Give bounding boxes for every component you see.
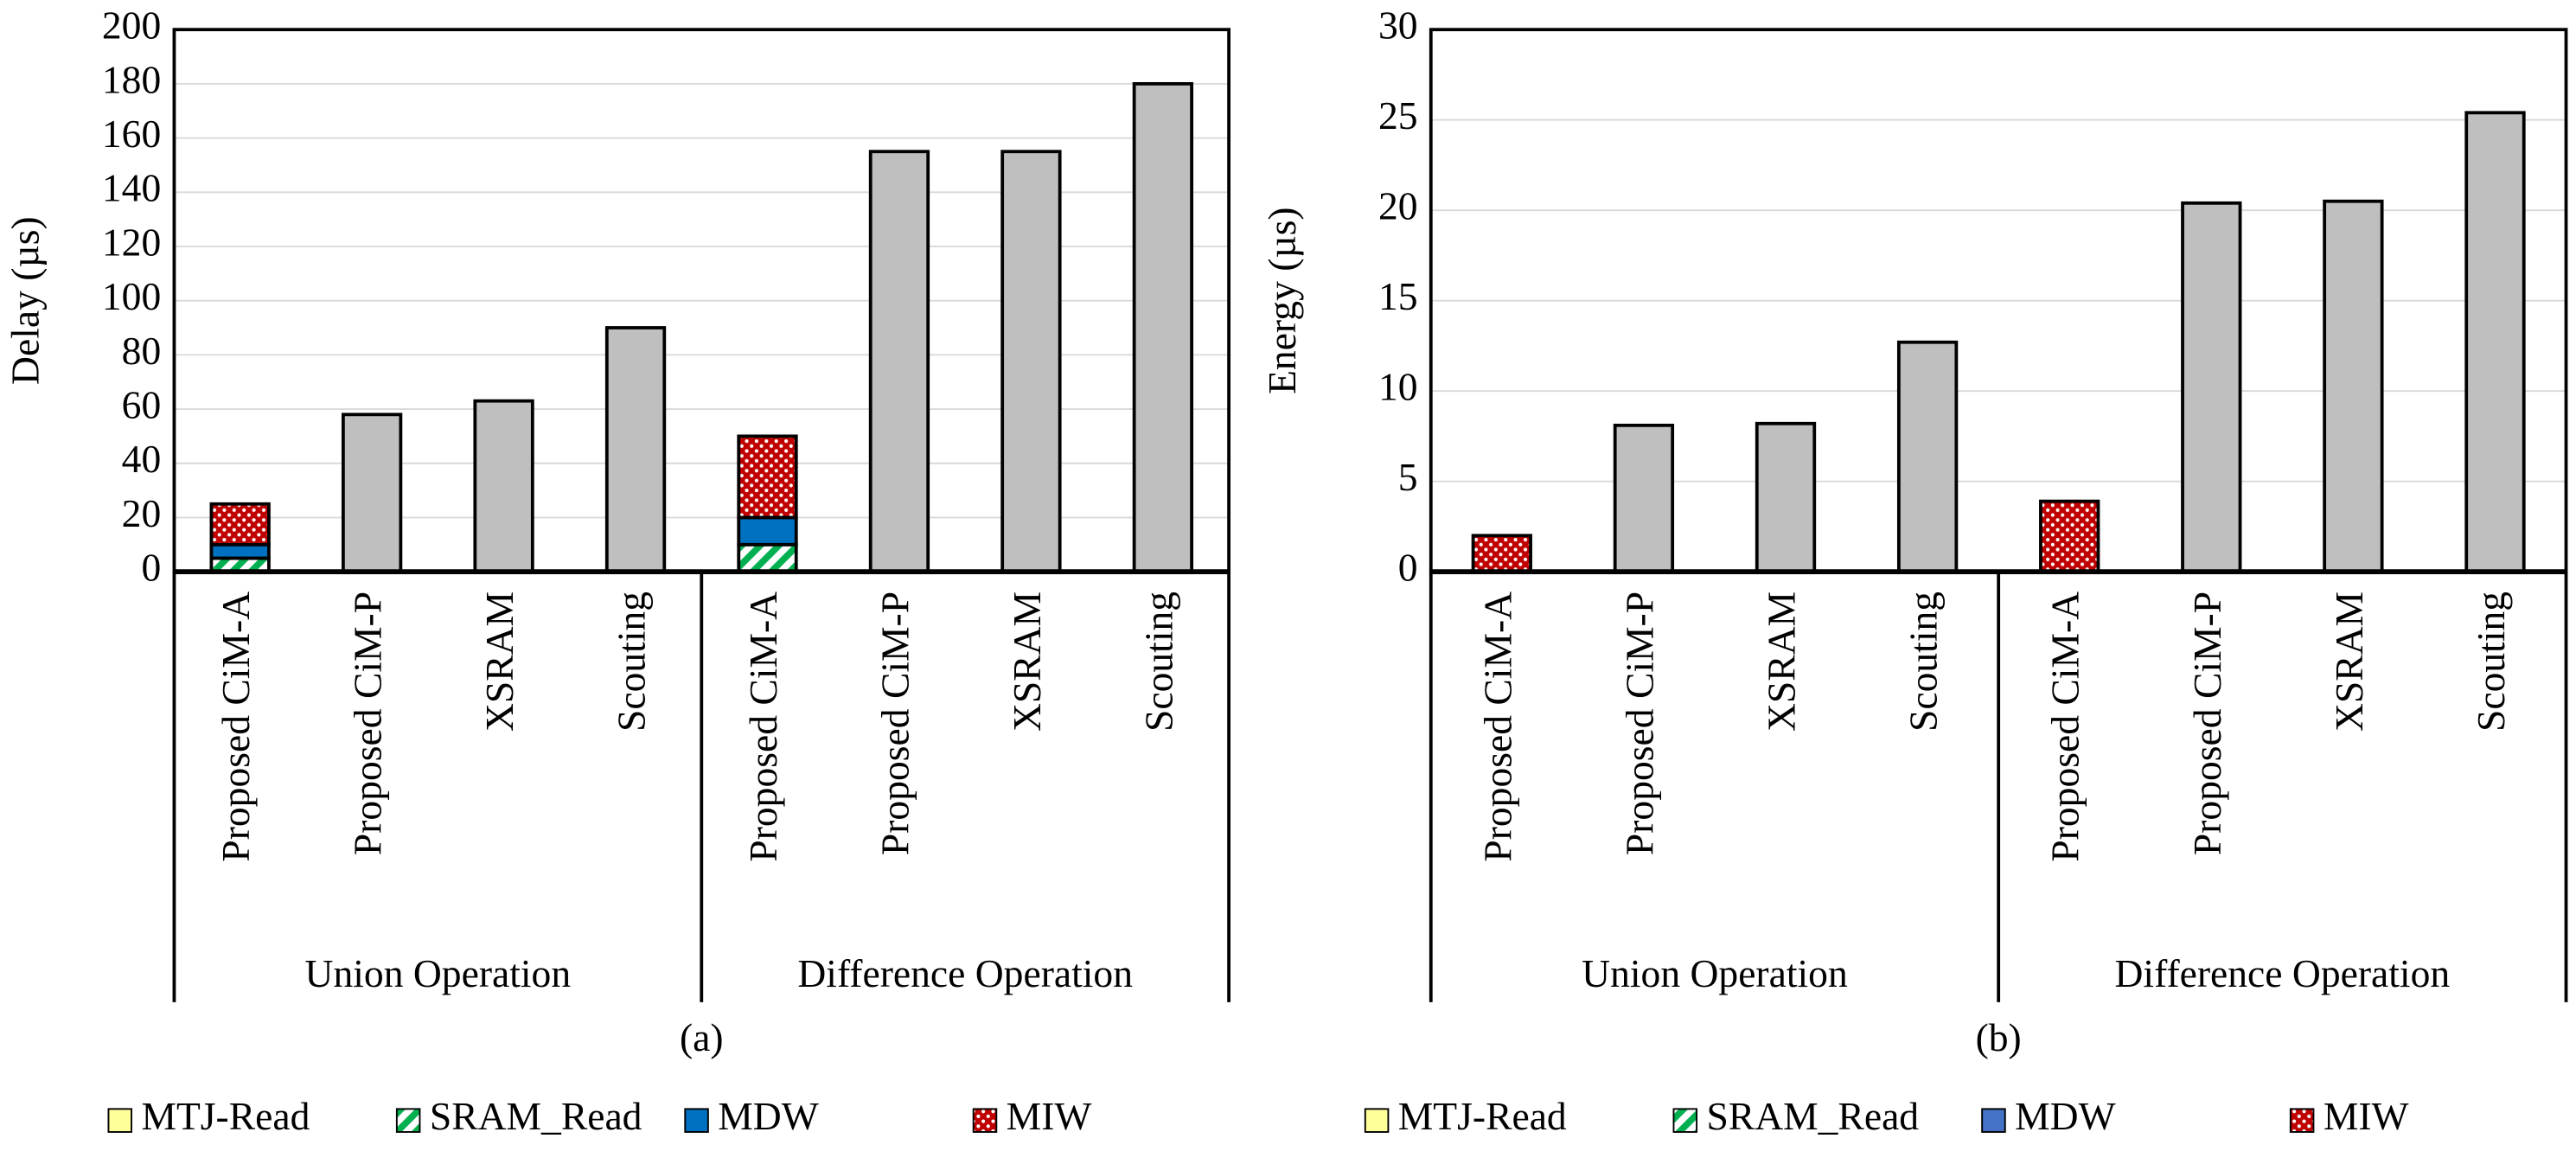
legend-swatch — [1672, 1108, 1698, 1133]
x-tick-label: XSRAM — [1005, 592, 1049, 732]
bar — [604, 326, 667, 574]
y-axis-label: Delay (µs) — [3, 216, 48, 385]
y-axis-label: Energy (µs) — [1260, 207, 1304, 394]
x-tick-label: Proposed CiM-A — [2043, 592, 2087, 862]
x-tick-label: Scouting — [2469, 592, 2513, 732]
x-tick-label: Proposed CiM-P — [346, 592, 390, 855]
y-tick-label: 15 — [1378, 274, 1418, 318]
y-tick-label: 20 — [1378, 184, 1418, 228]
bar — [1755, 421, 1817, 574]
x-tick-label: Proposed CiM-P — [873, 592, 917, 855]
group-label: Union Operation — [1582, 951, 1848, 995]
bar — [2464, 111, 2526, 574]
bar — [1000, 150, 1062, 574]
legend-swatch — [1981, 1108, 2006, 1133]
bar — [737, 542, 798, 574]
x-tick-label: Scouting — [1136, 592, 1180, 732]
y-tick-label: 60 — [122, 383, 162, 427]
bar — [868, 150, 930, 574]
bar — [209, 502, 271, 547]
legend-swatch — [1364, 1108, 1390, 1133]
y-tick-label: 30 — [1378, 3, 1418, 48]
x-tick-label: Proposed CiM-P — [2185, 592, 2229, 855]
y-tick-label: 25 — [1378, 93, 1418, 138]
legend-label: MDW — [2015, 1094, 2115, 1138]
x-tick-label: Proposed CiM-A — [1475, 592, 1519, 862]
caption: (a) — [680, 1015, 724, 1059]
x-tick-label: XSRAM — [1759, 592, 1803, 732]
legend-label: MIW — [1007, 1094, 1092, 1138]
legend-label: MDW — [718, 1094, 818, 1138]
legend-swatch — [684, 1108, 709, 1133]
bar — [2039, 499, 2100, 574]
y-tick-label: 100 — [102, 274, 161, 318]
legend-swatch — [2289, 1108, 2315, 1133]
x-tick-label: Proposed CiM-P — [1617, 592, 1661, 855]
bar — [1471, 534, 1532, 574]
bar — [737, 515, 798, 547]
bar — [2323, 199, 2384, 574]
group-label: Union Operation — [305, 951, 572, 995]
bar — [1132, 81, 1194, 574]
bar — [737, 434, 798, 520]
y-tick-label: 10 — [1378, 365, 1418, 409]
y-tick-label: 140 — [102, 166, 161, 210]
y-tick-label: 120 — [102, 220, 161, 264]
bar — [209, 542, 271, 560]
y-tick-label: 40 — [122, 437, 162, 481]
y-tick-label: 0 — [1398, 546, 1418, 590]
y-tick-label: 180 — [102, 57, 161, 101]
bar — [1896, 340, 1959, 574]
x-tick-label: XSRAM — [477, 592, 521, 732]
y-tick-label: 0 — [141, 546, 161, 590]
x-tick-label: Proposed CiM-A — [741, 592, 785, 862]
caption: (b) — [1976, 1015, 2022, 1059]
bar — [1613, 423, 1675, 574]
bar — [341, 413, 403, 574]
legend-swatch — [395, 1108, 421, 1133]
legend-swatch — [972, 1108, 998, 1133]
y-tick-label: 5 — [1398, 455, 1418, 499]
x-tick-label: XSRAM — [2327, 592, 2371, 732]
y-tick-label: 160 — [102, 112, 161, 156]
x-tick-label: Proposed CiM-A — [214, 592, 258, 862]
legend-label: MTJ-Read — [1398, 1094, 1567, 1138]
legend-label: MTJ-Read — [141, 1094, 310, 1138]
legend-label: SRAM_Read — [1706, 1094, 1919, 1138]
x-tick-label: Scouting — [610, 592, 654, 732]
y-tick-label: 20 — [122, 491, 162, 535]
x-tick-label: Scouting — [1902, 592, 1946, 732]
legend-swatch — [107, 1108, 132, 1133]
bar — [2181, 201, 2242, 574]
y-tick-label: 80 — [122, 329, 162, 373]
group-label: Difference Operation — [797, 951, 1133, 995]
bar — [473, 399, 534, 574]
legend-label: MIW — [2324, 1094, 2409, 1138]
group-label: Difference Operation — [2115, 951, 2451, 995]
y-tick-label: 200 — [102, 3, 161, 48]
legend-label: SRAM_Read — [430, 1094, 642, 1138]
